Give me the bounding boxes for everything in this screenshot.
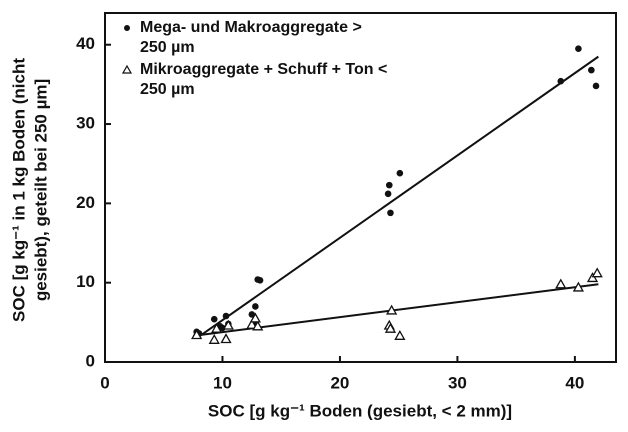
point	[586, 272, 599, 283]
legend-symbol	[122, 18, 132, 44]
x-axis-label: SOC [g kg⁻¹ Boden (gesiebt, < 2 mm)]	[208, 401, 512, 420]
legend-label: Mega- und Makroaggregate > 250 µm	[140, 19, 362, 56]
point	[557, 77, 565, 85]
point	[394, 329, 406, 340]
legend-entry: Mikroaggregate + Schuff + Ton < 250 µm	[118, 60, 390, 100]
point	[384, 190, 392, 198]
point	[386, 304, 398, 315]
legend-label: Mikroaggregate + Schuff + Ton < 250 µm	[140, 61, 388, 98]
legend: Mega- und Makroaggregate > 250 µm Mikroag…	[118, 18, 390, 102]
point	[396, 169, 404, 177]
x-tick-label: 10	[213, 373, 232, 392]
legend-entry: Mega- und Makroaggregate > 250 µm	[118, 18, 390, 58]
point	[555, 278, 567, 289]
point	[210, 322, 223, 333]
point	[222, 312, 230, 320]
point	[208, 333, 220, 344]
point	[591, 267, 603, 278]
point	[222, 319, 234, 330]
point	[220, 333, 232, 344]
point	[575, 45, 582, 52]
point	[210, 315, 218, 323]
x-tick-label: 20	[330, 373, 349, 392]
y-tick-label: 20	[76, 193, 95, 212]
point	[252, 320, 264, 331]
plot-frame	[104, 12, 617, 363]
point	[252, 303, 259, 310]
y-tick-label: 40	[76, 34, 95, 53]
point	[249, 312, 261, 323]
legend-symbol	[121, 60, 133, 86]
point	[385, 181, 393, 189]
x-tick-label: 0	[100, 373, 109, 392]
y-tick-label: 30	[76, 114, 95, 133]
point	[191, 329, 203, 340]
x-tick-label: 30	[448, 373, 467, 392]
point	[588, 66, 595, 74]
fit-line	[198, 55, 599, 338]
point	[256, 277, 264, 284]
point	[387, 209, 394, 217]
point	[384, 322, 397, 333]
y-axis-label: gesiebt), geteilt bei 250 µm]	[31, 79, 50, 301]
y-tick-label: 0	[86, 351, 95, 370]
y-tick-label: 10	[76, 272, 95, 291]
x-tick-label: 40	[565, 373, 584, 392]
point	[572, 281, 585, 292]
point	[592, 82, 600, 90]
y-axis-label: SOC [g kg⁻¹ in 1 kg Boden (nicht	[9, 58, 28, 322]
point	[246, 318, 258, 329]
